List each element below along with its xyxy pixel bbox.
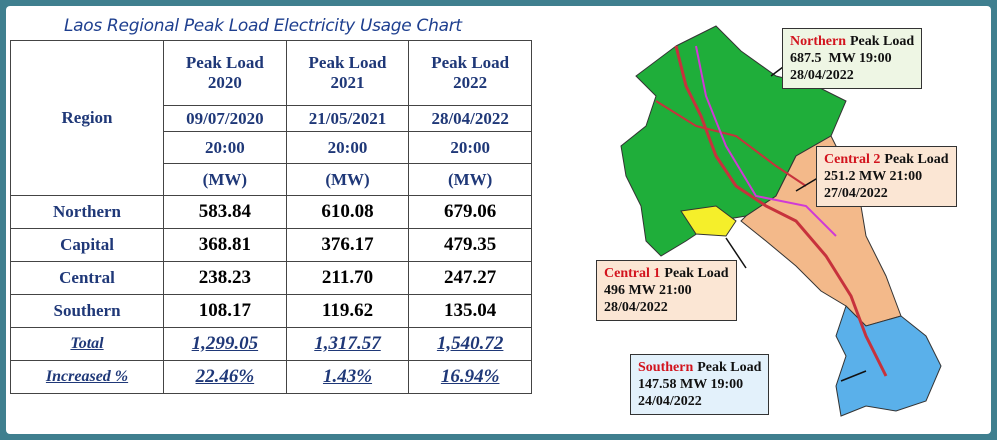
total-label: Total [9, 327, 165, 361]
region-name: Central [9, 261, 165, 295]
cell: 1,317.57 [285, 327, 410, 361]
callout-region: Central 2 [824, 152, 881, 167]
cell: 16.94% [408, 360, 532, 394]
cell: 368.81 [163, 228, 287, 262]
data-row: Northern 583.84 610.08 679.06 [9, 195, 532, 229]
callout-label: Peak Load [664, 266, 729, 281]
cell: 1,299.05 [163, 327, 287, 361]
year: 2021 [330, 73, 365, 92]
peak-label: Peak Load [431, 53, 510, 72]
callout-date: 24/04/2022 [638, 394, 702, 409]
cell: 679.06 [408, 195, 532, 229]
region-header: Region [9, 40, 165, 196]
date: 09/07/2020 [163, 105, 287, 132]
grid-line-main [674, 45, 888, 377]
callout-value: 251.2 MW 21:00 [824, 169, 923, 184]
region-name: Northern [9, 195, 165, 229]
cell: 376.17 [285, 228, 410, 262]
cell: 135.04 [408, 294, 532, 328]
time: 20:00 [163, 131, 287, 164]
region-capital [680, 205, 737, 237]
panel: Laos Regional Peak Load Electricity Usag… [6, 6, 991, 434]
cell: 1.43% [285, 360, 410, 394]
year: 2022 [453, 73, 488, 92]
cell: 610.08 [285, 195, 410, 229]
callout: Southern Peak Load 147.58 MW 19:00 24/04/20… [630, 354, 770, 415]
peak-load-table: Region Peak Load 2020 Peak Load 2021 Peak Loa… [9, 40, 532, 394]
cell: 247.27 [408, 261, 532, 295]
unit: (MW) [163, 163, 287, 196]
year-header: Peak Load 2022 [408, 40, 532, 106]
cell: 108.17 [163, 294, 287, 328]
header-row: Region Peak Load 2020 Peak Load 2021 Peak Loa… [9, 40, 532, 196]
callout-label: Peak Load [884, 152, 949, 167]
peak-label: Peak Load [185, 53, 264, 72]
callout-region: Southern [638, 360, 694, 375]
unit: (MW) [408, 163, 532, 196]
callout-title: Northern Peak Load [790, 33, 914, 50]
callout-region: Northern [790, 34, 846, 49]
header-row: 20:00 20:00 20:00 [11, 131, 532, 164]
cell: 1,540.72 [408, 327, 532, 361]
increase-label: Increased % [9, 360, 165, 394]
time: 20:00 [285, 131, 410, 164]
region-name: Southern [9, 294, 165, 328]
cell: 479.35 [408, 228, 532, 262]
callout-value: 496 MW 21:00 [604, 283, 692, 298]
callout-date: 28/04/2022 [790, 68, 854, 83]
data-row: Capital 368.81 376.17 479.35 [9, 228, 532, 262]
year-header: Peak Load 2021 [285, 40, 410, 106]
callout-region: Central 1 [604, 266, 661, 281]
grid-line-branch [655, 100, 807, 187]
year-header: Peak Load 2020 [163, 40, 287, 106]
peak-label: Peak Load [308, 53, 387, 72]
region-south [835, 305, 942, 417]
time: 20:00 [408, 131, 532, 164]
callout-date: 28/04/2022 [604, 300, 668, 315]
data-row: Southern 108.17 119.62 135.04 [9, 294, 532, 328]
total-row: Total 1,299.05 1,317.57 1,540.72 [9, 327, 532, 361]
cell: 583.84 [163, 195, 287, 229]
callout-label: Peak Load [697, 360, 762, 375]
cell: 238.23 [163, 261, 287, 295]
increase-row: Increased % 22.46% 1.43% 16.94% [9, 360, 532, 394]
callout-title: Central 1 Peak Load [604, 265, 729, 282]
cell: 119.62 [285, 294, 410, 328]
callout-label: Peak Load [850, 34, 915, 49]
date: 28/04/2022 [408, 105, 532, 132]
title: Laos Regional Peak Load Electricity Usag… [64, 16, 462, 36]
callout-title: Central 2 Peak Load [824, 151, 949, 168]
grid-line-pink [695, 45, 837, 237]
callout: Northern Peak Load 687.5 MW 19:00 28/04/202… [782, 28, 923, 89]
region-name: Capital [9, 228, 165, 262]
year: 2020 [207, 73, 242, 92]
callout: Central 1 Peak Load 496 MW 21:00 28/04/2022 [596, 260, 737, 321]
callout-value: 147.58 MW 19:00 [638, 377, 744, 392]
data-row: Central 238.23 211.70 247.27 [9, 261, 532, 295]
date: 21/05/2021 [285, 105, 410, 132]
cell: 22.46% [163, 360, 287, 394]
header-row: (MW) (MW) (MW) [11, 163, 532, 196]
callout-value: 687.5 MW 19:00 [790, 51, 892, 66]
callout: Central 2 Peak Load 251.2 MW 21:00 27/04/20… [816, 146, 957, 207]
callout-date: 27/04/2022 [824, 186, 888, 201]
cell: 211.70 [285, 261, 410, 295]
callout-title: Southern Peak Load [638, 359, 761, 376]
unit: (MW) [285, 163, 410, 196]
header-row: 09/07/2020 21/05/2021 28/04/2022 [11, 105, 532, 132]
